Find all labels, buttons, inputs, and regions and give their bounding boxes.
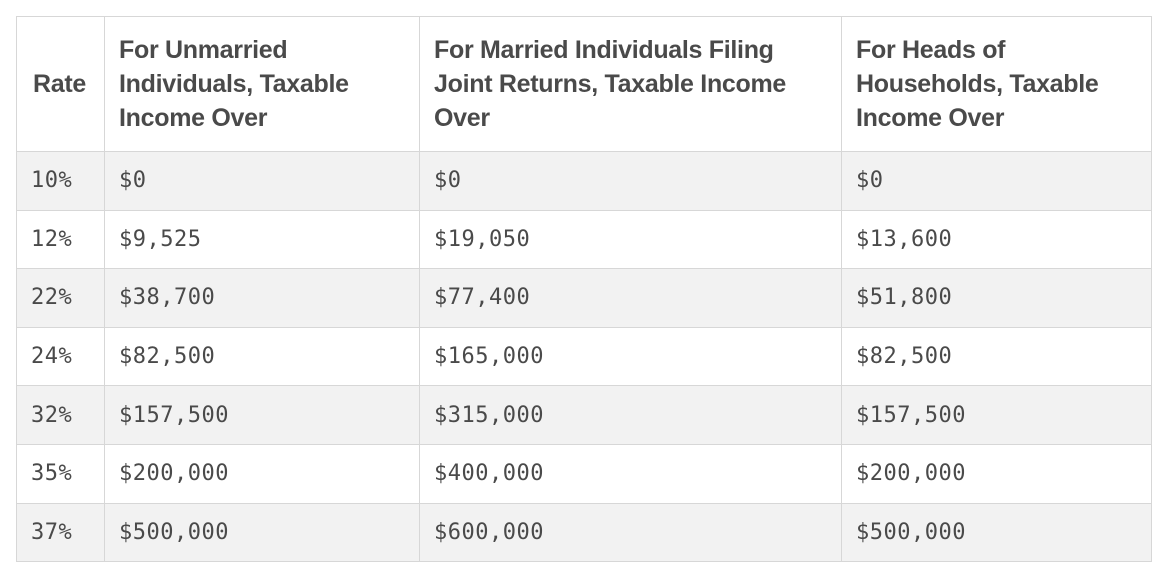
unmarried-cell: $0 (104, 151, 420, 211)
head-of-household-cell: $200,000 (841, 443, 1152, 504)
unmarried-cell: $500,000 (104, 502, 420, 563)
married-joint-cell: $0 (419, 151, 842, 211)
unmarried-cell: $9,525 (104, 209, 420, 270)
header-head-of-household: For Heads of Households, Taxable Income … (841, 16, 1152, 152)
table-body: 10% $0 $0 $0 12% $9,525 $19,050 $13,600 … (16, 151, 1152, 563)
rate-cell: 32% (16, 385, 105, 445)
table-row: 32% $157,500 $315,000 $157,500 (16, 385, 1152, 445)
head-of-household-cell: $13,600 (841, 209, 1152, 270)
table-row: 10% $0 $0 $0 (16, 151, 1152, 211)
head-of-household-cell: $157,500 (841, 385, 1152, 445)
rate-cell: 35% (16, 443, 105, 504)
rate-cell: 22% (16, 268, 105, 328)
head-of-household-cell: $0 (841, 151, 1152, 211)
married-joint-cell: $400,000 (419, 443, 842, 504)
unmarried-cell: $157,500 (104, 385, 420, 445)
header-unmarried: For Unmarried Individuals, Taxable Incom… (104, 16, 420, 152)
tax-bracket-table: Rate For Unmarried Individuals, Taxable … (16, 16, 1152, 563)
table-row: 37% $500,000 $600,000 $500,000 (16, 502, 1152, 563)
unmarried-cell: $200,000 (104, 443, 420, 504)
header-row: Rate For Unmarried Individuals, Taxable … (16, 16, 1152, 152)
unmarried-cell: $38,700 (104, 268, 420, 328)
married-joint-cell: $315,000 (419, 385, 842, 445)
tax-bracket-table-container: Rate For Unmarried Individuals, Taxable … (16, 16, 1152, 563)
table-header: Rate For Unmarried Individuals, Taxable … (16, 16, 1152, 152)
rate-cell: 12% (16, 209, 105, 270)
table-row: 24% $82,500 $165,000 $82,500 (16, 326, 1152, 387)
head-of-household-cell: $82,500 (841, 326, 1152, 387)
married-joint-cell: $77,400 (419, 268, 842, 328)
header-married-joint: For Married Individuals Filing Joint Ret… (419, 16, 842, 152)
head-of-household-cell: $500,000 (841, 502, 1152, 563)
head-of-household-cell: $51,800 (841, 268, 1152, 328)
table-row: 35% $200,000 $400,000 $200,000 (16, 443, 1152, 504)
married-joint-cell: $165,000 (419, 326, 842, 387)
rate-cell: 37% (16, 502, 105, 563)
table-row: 12% $9,525 $19,050 $13,600 (16, 209, 1152, 270)
rate-cell: 24% (16, 326, 105, 387)
table-row: 22% $38,700 $77,400 $51,800 (16, 268, 1152, 328)
unmarried-cell: $82,500 (104, 326, 420, 387)
married-joint-cell: $19,050 (419, 209, 842, 270)
header-rate: Rate (16, 16, 105, 152)
rate-cell: 10% (16, 151, 105, 211)
married-joint-cell: $600,000 (419, 502, 842, 563)
